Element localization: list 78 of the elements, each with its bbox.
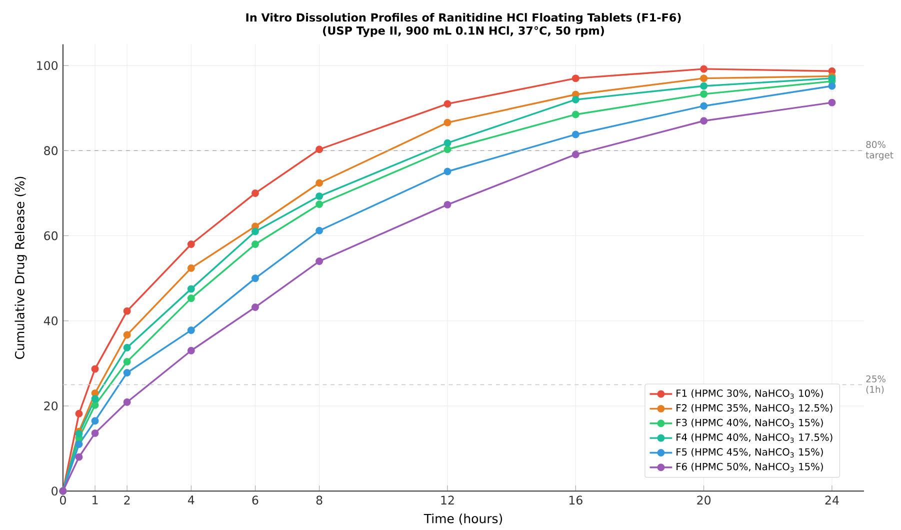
point [187, 240, 195, 248]
point [572, 110, 580, 118]
y-tick-label: 20 [44, 401, 58, 410]
point [316, 257, 324, 265]
point [316, 192, 324, 200]
legend-label: F1 (HPMC 30%, NaHCO$_{3}$ 10%) [676, 389, 823, 399]
point [123, 307, 131, 315]
point [187, 294, 195, 302]
point [444, 118, 452, 126]
point [251, 228, 259, 236]
y-tick-label: 0 [52, 486, 58, 496]
point [187, 326, 195, 334]
point [828, 82, 836, 90]
x-tick-label: 2 [124, 495, 130, 504]
y-axis-title: Cumulative Drug Release (%) [14, 176, 27, 359]
point [444, 200, 452, 208]
chart-title: In Vitro Dissolution Profiles of Ranitidine HCl Floating Tablets (F1-F6) [246, 12, 681, 24]
point [444, 100, 452, 108]
point [91, 429, 99, 437]
x-tick-label: 24 [825, 495, 839, 504]
point [316, 200, 324, 208]
point [444, 145, 452, 153]
legend-label: F3 (HPMC 40%, NaHCO$_{3}$ 15%) [676, 418, 823, 428]
x-tick-label: 0 [60, 495, 66, 504]
point [700, 74, 708, 82]
x-tick-label: 1 [92, 495, 98, 504]
point [444, 168, 452, 176]
x-tick-label: 12 [441, 495, 454, 504]
point [251, 303, 259, 311]
point [91, 401, 99, 409]
point [75, 410, 83, 418]
x-tick-label: 4 [188, 495, 194, 504]
x-tick-label: 16 [569, 495, 582, 504]
point [123, 358, 131, 366]
y-tick-label: 40 [44, 316, 58, 326]
point [91, 416, 99, 424]
point [187, 264, 195, 272]
x-tick-label: 8 [316, 495, 322, 504]
legend-label: F2 (HPMC 35%, NaHCO$_{3}$ 12.5%) [676, 404, 832, 414]
point [700, 116, 708, 124]
point [187, 284, 195, 292]
point [700, 65, 708, 72]
point [123, 344, 131, 352]
point [572, 150, 580, 158]
point [572, 130, 580, 138]
y-tick-label: 100 [37, 60, 58, 70]
point [251, 240, 259, 248]
point [828, 98, 836, 106]
y-tick-label: 80 [44, 146, 58, 155]
legend-label: F4 (HPMC 40%, NaHCO$_{3}$ 17.5%) [676, 433, 832, 443]
point [75, 440, 83, 448]
legend-label: F6 (HPMC 50%, NaHCO$_{3}$ 15%) [676, 462, 823, 472]
x-tick-label: 20 [697, 495, 711, 504]
ref-line-label: 25% (1h) [866, 375, 886, 394]
point [444, 139, 452, 147]
point [700, 82, 708, 90]
point [316, 179, 324, 187]
point [123, 398, 131, 406]
point [123, 368, 131, 376]
x-tick-label: 6 [252, 495, 258, 504]
point [316, 226, 324, 234]
y-tick-label: 60 [44, 231, 58, 240]
point [572, 96, 580, 104]
point [316, 145, 324, 153]
point [75, 453, 83, 461]
point [91, 394, 99, 402]
point [187, 346, 195, 354]
x-axis-title: Time (hours) [424, 513, 502, 525]
point [91, 364, 99, 372]
legend-label: F5 (HPMC 45%, NaHCO$_{3}$ 15%) [676, 448, 823, 458]
point [123, 330, 131, 338]
point [700, 90, 708, 98]
point [572, 74, 580, 82]
point [251, 274, 259, 282]
point [700, 102, 708, 110]
ref-line-label: 80% target [866, 140, 894, 160]
chart-subtitle: (USP Type II, 900 mL 0.1N HCl, 37°C, 50 rpm) [323, 26, 604, 37]
point [251, 189, 259, 197]
